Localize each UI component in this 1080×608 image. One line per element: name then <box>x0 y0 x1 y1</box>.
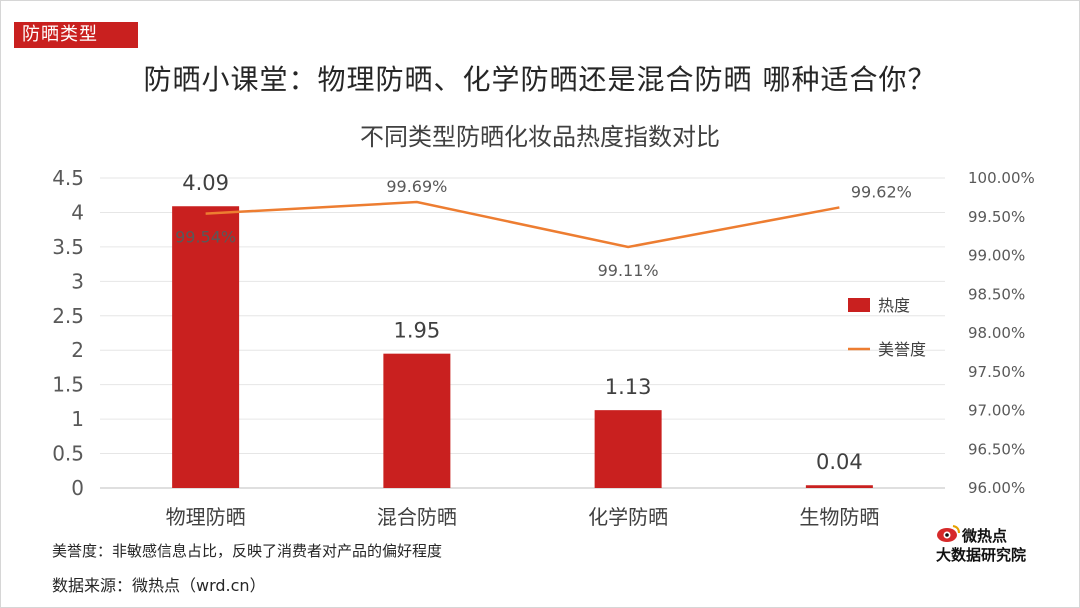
weibo-eye-icon <box>937 525 960 542</box>
category-label: 生物防晒 <box>799 505 879 529</box>
right-tick-label: 99.00% <box>968 247 1025 265</box>
chart-title: 不同类型防晒化妆品热度指数对比 <box>360 123 720 151</box>
left-tick-label: 1.5 <box>52 373 84 397</box>
bar-value-label: 1.13 <box>605 375 652 399</box>
category-axis: 物理防晒 混合防晒 化学防晒 生物防晒 <box>166 505 880 529</box>
left-tick-label: 2.5 <box>52 304 84 328</box>
left-tick-label: 1 <box>71 407 84 431</box>
line-value-label: 99.69% <box>386 177 447 196</box>
right-tick-label: 98.50% <box>968 285 1025 303</box>
left-tick-label: 2 <box>71 338 84 362</box>
line-value-label: 99.62% <box>851 182 912 201</box>
right-tick-label: 97.00% <box>968 402 1025 420</box>
bar <box>383 353 451 488</box>
bar-value-label: 4.09 <box>182 171 229 195</box>
right-tick-label: 99.50% <box>968 208 1025 226</box>
left-tick-label: 0.5 <box>52 442 84 466</box>
left-tick-label: 4.5 <box>52 166 84 190</box>
left-tick-label: 0 <box>71 476 84 500</box>
definition-note: 美誉度：非敏感信息占比，反映了消费者对产品的偏好程度 <box>52 542 443 560</box>
bar-series: 4.09 1.95 1.13 0.04 <box>172 171 873 488</box>
category-label: 混合防晒 <box>377 505 457 529</box>
line-value-label: 99.11% <box>598 261 659 280</box>
grid-lines <box>100 177 945 489</box>
section-tag: 防晒类型 <box>14 22 138 48</box>
left-tick-label: 3 <box>71 269 84 293</box>
left-tick-label: 4 <box>71 200 84 224</box>
logo-line2: 大数据研究院 <box>936 546 1027 564</box>
page-title: 防晒小课堂：物理防晒、化学防晒还是混合防晒 哪种适合你？ <box>143 63 937 96</box>
right-tick-label: 100.00% <box>968 169 1035 187</box>
bar <box>805 485 873 488</box>
bar-value-label: 0.04 <box>816 450 863 474</box>
line-value-label: 99.54% <box>175 228 236 247</box>
legend-label: 热度 <box>878 296 910 315</box>
legend-swatch-bar <box>848 298 870 312</box>
right-tick-label: 96.50% <box>968 440 1025 458</box>
line-path <box>205 200 840 249</box>
left-tick-label: 3.5 <box>52 235 84 259</box>
right-axis: 96.00% 96.50% 97.00% 97.50% 98.00% 98.50% 99.0… <box>968 169 1035 497</box>
source-note: 数据来源：微热点（wrd.cn） <box>52 576 266 595</box>
bar <box>594 410 662 488</box>
right-tick-label: 96.00% <box>968 479 1025 497</box>
right-tick-label: 98.00% <box>968 324 1025 342</box>
legend-label: 美誉度 <box>878 340 926 359</box>
logo-line1: 微热点 <box>962 527 1008 545</box>
category-label: 化学防晒 <box>588 505 668 529</box>
bar <box>172 206 240 488</box>
brand-logo: 微热点 大数据研究院 <box>936 524 1046 564</box>
category-label: 物理防晒 <box>166 505 246 529</box>
bar-value-label: 1.95 <box>393 319 440 343</box>
right-tick-label: 97.50% <box>968 363 1025 381</box>
line-series: 99.54% 99.69% 99.11% 99.62% <box>175 177 912 280</box>
left-axis: 0 0.5 1 1.5 2 2.5 3 3.5 4 4.5 <box>52 166 84 500</box>
